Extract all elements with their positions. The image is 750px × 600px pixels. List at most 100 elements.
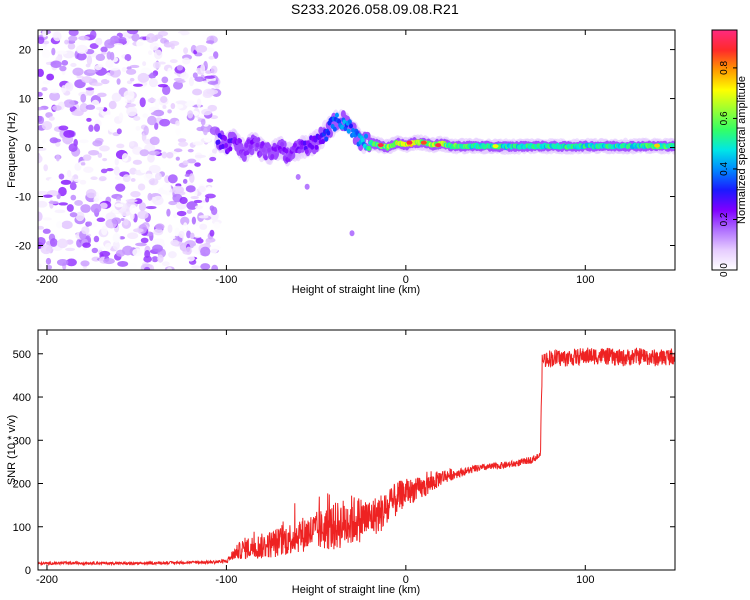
spectrogram-track-core <box>263 155 268 161</box>
spectrogram-noise-cell <box>162 105 167 109</box>
spectrogram-track-core <box>337 118 342 124</box>
spectrogram-noise-cell <box>88 149 100 156</box>
spectrogram-noise-cell <box>162 85 171 96</box>
spectrogram-noise-cell <box>48 200 59 205</box>
spectrogram-hot-spot <box>406 140 413 145</box>
spectrogram-track-core <box>340 124 345 130</box>
spectrogram-noise-cell <box>42 30 48 38</box>
spectrogram-noise-cell <box>147 192 153 201</box>
spectrogram-noise-cell <box>118 112 124 122</box>
spectrogram-hot-spot <box>420 140 427 145</box>
snr-series-line <box>38 347 675 567</box>
spectrogram-noise-cell <box>112 233 121 243</box>
spectrogram-noise-cell <box>88 124 94 132</box>
spectrogram-noise-cell <box>176 79 186 84</box>
spectrogram-noise-cell <box>69 182 77 191</box>
spectrogram-track-core <box>222 136 227 142</box>
spectrogram-noise-cell <box>105 59 114 68</box>
spectrogram-noise-cell <box>209 156 217 162</box>
spectrogram-noise-cell <box>197 185 206 193</box>
spectrogram-noise-cell <box>41 120 53 131</box>
spectrogram-noise-cell <box>191 265 201 269</box>
spectrogram-noise-cell <box>130 178 136 182</box>
spectrogram-noise-cell <box>116 78 121 85</box>
spectrogram-noise-cell <box>153 34 164 39</box>
spectrogram-noise-cell <box>210 65 218 74</box>
spectrogram-noise-cell <box>80 162 86 166</box>
spectrogram-noise-cell <box>124 53 132 62</box>
spectrogram-signal-track <box>213 109 675 237</box>
spectrogram-track-core <box>272 142 277 148</box>
spectrogram-noise-cell <box>195 238 204 244</box>
spectrogram-noise-cell <box>209 205 215 212</box>
spectrogram-track-core <box>314 144 319 150</box>
spectrogram-noise-cell <box>200 64 206 74</box>
spectrogram-noise-cell <box>42 228 51 234</box>
spectrogram-noise-cell <box>43 164 48 172</box>
spectrogram-noise-cell <box>40 244 52 255</box>
spectrogram-noise-cell <box>127 232 139 240</box>
spectrogram-noise-cell <box>212 148 218 154</box>
spectrogram-noise-cell <box>63 99 75 108</box>
spectrogram-noise-cell <box>85 87 95 91</box>
spectrogram-track-core <box>246 139 251 145</box>
spectrogram-noise-cell <box>206 89 219 95</box>
spectrogram-noise-cell <box>114 158 119 166</box>
y-tick-label: 0 <box>25 565 31 577</box>
spectrogram-noise-cell <box>137 210 149 220</box>
spectrogram-noise-cell <box>167 224 173 233</box>
spectrogram-noise-cell <box>177 138 187 143</box>
spectrogram-noise-cell <box>119 59 129 66</box>
spectrogram-noise-cell <box>46 73 55 81</box>
spectrogram-noise-cell <box>64 39 69 45</box>
spectrogram-noise-cell <box>52 31 62 42</box>
spectrogram-noise-cell <box>102 157 108 162</box>
spectrogram-noise-cell <box>99 250 111 257</box>
spectrogram-track-core <box>302 140 307 146</box>
spectrogram-noise-cell <box>71 90 78 100</box>
spectrogram-track-core <box>253 137 258 143</box>
spectrogram-noise-cell <box>206 178 214 183</box>
spectrogram-noise-cell <box>38 190 49 196</box>
colorbar-gradient <box>712 30 737 270</box>
x-tick-label: 100 <box>576 274 594 286</box>
spectrogram-track-core <box>297 148 302 154</box>
spectrogram-noise-cell <box>114 203 124 208</box>
spectrogram-noise-cell <box>53 138 62 143</box>
spectrogram-noise-cell <box>200 118 206 126</box>
spectrogram-noise-cell <box>97 92 107 98</box>
spectrogram-noise-cell <box>66 204 74 212</box>
spectrogram-noise-cell <box>50 60 62 69</box>
colorbar-tick-label: 0.0 <box>719 263 730 277</box>
spectrogram-noise-cell <box>157 83 169 88</box>
spectrogram-noise-cell <box>108 100 117 110</box>
spectrogram-noise-cell <box>170 43 175 50</box>
spectrogram-noise-cell <box>45 257 52 265</box>
spectrogram-noise-cell <box>99 202 108 209</box>
spectrogram-noise-cell <box>160 96 168 103</box>
spectrogram-track-core <box>313 137 318 143</box>
spectrogram-noise-cell <box>167 174 178 184</box>
spectrogram-noise-cell <box>180 216 190 226</box>
spectrogram-noise-cell <box>153 228 164 236</box>
spectrogram-noise-cell <box>75 211 85 222</box>
spectrogram-noise-cell <box>204 193 216 199</box>
spectrogram-track-core <box>238 138 243 144</box>
spectrogram-noise-cell <box>173 148 183 153</box>
spectrogram-noise-cell <box>149 136 160 146</box>
snr-y-label: SNR (10 * v/v) <box>6 415 18 485</box>
x-tick-label: -200 <box>36 274 58 286</box>
spectrogram-noise-cell <box>61 220 73 230</box>
spectrogram-noise-cell <box>96 217 106 222</box>
spectrogram-track-core <box>220 144 225 150</box>
colorbar-frame <box>711 29 738 271</box>
spectrogram-noise-cell <box>61 60 69 66</box>
spectrogram-noise-cell <box>95 106 105 111</box>
spectrogram-noise-cell <box>188 76 194 87</box>
colorbar-tick-label: 0.8 <box>719 61 730 75</box>
spectrogram-noise-cell <box>145 33 156 43</box>
spectrogram-noise-cell <box>82 242 91 248</box>
spectrogram-noise-cell <box>58 125 69 131</box>
spectrogram-noise-cell <box>184 101 195 107</box>
